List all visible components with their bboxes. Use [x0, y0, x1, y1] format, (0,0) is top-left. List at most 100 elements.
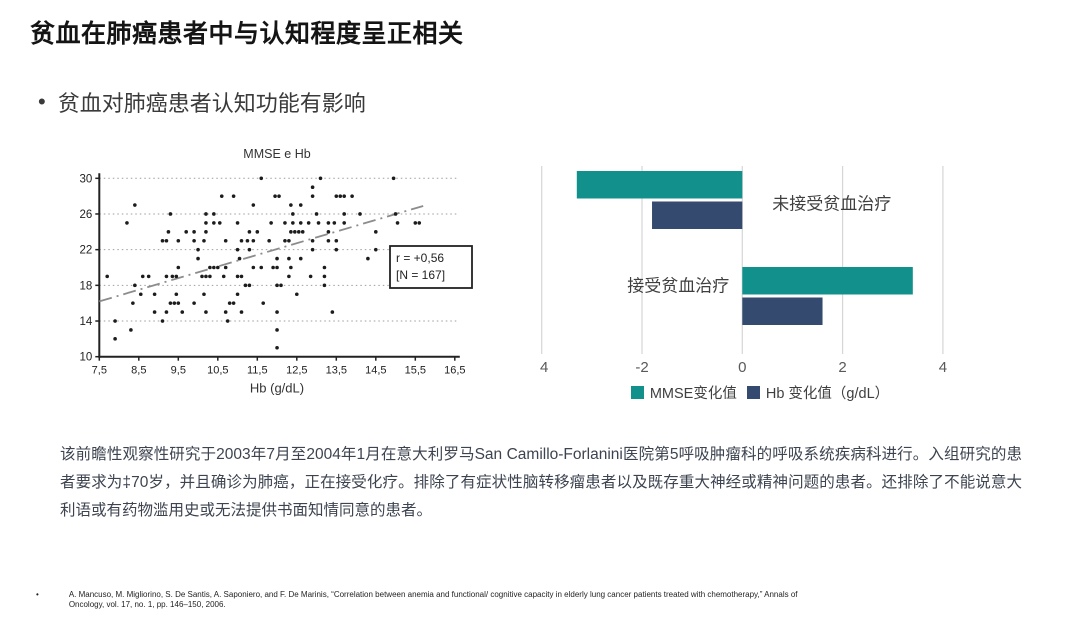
scatter-point	[417, 221, 422, 225]
scatter-point	[146, 274, 151, 279]
scatter-point	[271, 265, 275, 270]
scatter-point	[105, 274, 109, 279]
scatter-point	[251, 265, 256, 270]
bullet-marker: •	[38, 89, 46, 114]
category-label-untreated: 未接受贫血治疗	[772, 195, 891, 214]
scatter-point	[245, 238, 250, 243]
scatter-point	[152, 292, 157, 297]
scatter-point	[235, 292, 240, 297]
scatter-point	[202, 238, 206, 243]
scatter-point	[212, 212, 216, 216]
scatter-point	[174, 274, 179, 279]
scatter-point	[330, 310, 335, 314]
scatter-point	[306, 221, 311, 225]
scatter-point	[192, 301, 196, 305]
scatter-point	[176, 301, 181, 305]
scatter-point	[291, 212, 295, 216]
scatter-point	[225, 319, 230, 323]
citation-line-1: A. Mancuso, M. Migliorino, S. De Santis,…	[68, 590, 798, 599]
scatter-point	[334, 194, 339, 198]
scatter-point	[251, 203, 256, 207]
scatter-point	[275, 265, 279, 270]
citation-text: A. Mancuso, M. Migliorino, S. De Santis,…	[69, 590, 798, 610]
scatter-point	[192, 238, 196, 243]
x-tick-label: 12,5	[286, 365, 307, 377]
bar-mmse-group1	[576, 171, 743, 199]
scatter-point	[140, 274, 145, 279]
scatter-point	[287, 238, 291, 243]
scatter-point	[166, 230, 171, 234]
scatter-point	[283, 238, 287, 243]
scatter-point	[184, 230, 188, 234]
scatter-point	[289, 265, 293, 270]
scatter-point	[275, 256, 279, 261]
scatter-point	[152, 310, 157, 314]
legend-label: Hb 变化值（g/dL）	[765, 386, 890, 402]
x-tick-label: 9,5	[171, 365, 186, 377]
scatter-point	[326, 221, 331, 225]
y-tick-label: 18	[80, 280, 93, 292]
scatter-point	[131, 301, 135, 305]
y-tick-label: 30	[80, 173, 93, 185]
scatter-point	[277, 194, 281, 198]
scatter-point	[204, 230, 208, 234]
scatter-point	[138, 292, 143, 297]
scatter-point	[208, 274, 212, 279]
scatter-point	[235, 247, 240, 252]
scatter-point	[287, 274, 291, 279]
scatter-point	[310, 238, 315, 243]
scatter-point	[247, 230, 252, 234]
scatter-point	[293, 230, 297, 234]
scatter-point	[219, 194, 224, 198]
scatter-point	[358, 212, 362, 216]
scatter-point	[374, 230, 378, 234]
scatter-point	[291, 221, 295, 225]
scatter-point	[395, 221, 400, 225]
scatter-point	[267, 238, 271, 243]
scatter-point	[334, 238, 339, 243]
scatter-point	[322, 265, 327, 270]
bar-chart-legend: MMSE变化值 Hb 变化值（g/dL）	[540, 382, 980, 403]
y-tick-label: 10	[80, 352, 93, 364]
scatter-point	[133, 283, 137, 288]
legend-item-hb: Hb 变化值（g/dL）	[746, 382, 890, 403]
scatter-point	[391, 176, 396, 181]
scatter-point	[296, 230, 301, 234]
trend-line	[99, 205, 424, 303]
bar-hb-group2	[742, 297, 823, 325]
scatter-point	[204, 310, 208, 314]
scatter-point	[316, 221, 321, 225]
scatter-point	[318, 176, 323, 181]
scatter-point	[310, 247, 315, 252]
scatter-point	[168, 301, 173, 305]
scatter-point	[289, 203, 293, 207]
scatter-point	[310, 185, 315, 190]
scatter-point	[196, 247, 200, 252]
scatter-point	[308, 274, 313, 279]
x-tick-label: 11,5	[247, 365, 268, 377]
bar-hb-group1	[652, 201, 743, 229]
scatter-point	[413, 221, 418, 225]
scatter-point	[287, 256, 291, 261]
scatter-point	[374, 247, 378, 252]
study-description: 该前瞻性观察性研究于2003年7月至2004年1月在意大利罗马San Camil…	[60, 446, 1022, 519]
scatter-point	[298, 203, 303, 207]
scatter-point	[269, 221, 273, 225]
scatter-point	[243, 283, 248, 288]
page-title: 贫血在肺癌患者中与认知程度呈正相关	[30, 20, 464, 48]
scatter-title: MMSE e Hb	[243, 147, 310, 161]
scatter-point	[172, 301, 177, 305]
x-tick-label: 10,5	[207, 365, 228, 377]
scatter-point	[113, 337, 117, 341]
scatter-point	[202, 292, 206, 297]
scatter-point	[295, 292, 299, 297]
scatter-point	[255, 230, 260, 234]
scatter-point	[212, 265, 216, 270]
scatter-point	[168, 212, 173, 216]
legend-swatch-icon	[746, 386, 760, 399]
scatter-point	[342, 212, 347, 216]
bar-x-tick-label: -2	[635, 359, 648, 376]
scatter-point	[273, 194, 277, 198]
annotation-r: r = +0,56	[396, 251, 444, 265]
